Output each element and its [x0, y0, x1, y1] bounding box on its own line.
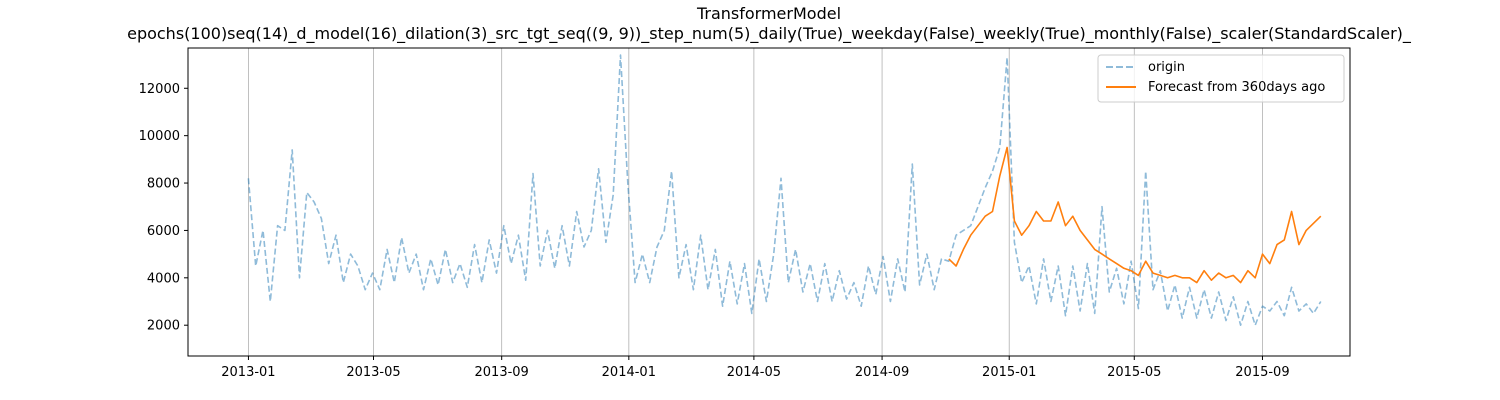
y-axis: 2000 4000 6000 8000 10000 12000: [139, 82, 188, 334]
x-tick-label: 2013-05: [346, 365, 400, 380]
y-tick-label: 8000: [147, 177, 180, 192]
legend-label-origin: origin: [1148, 60, 1185, 75]
x-tick-label: 2015-05: [1107, 365, 1161, 380]
y-tick-label: 12000: [139, 82, 180, 97]
y-tick-label: 4000: [147, 271, 180, 286]
x-tick-label: 2014-05: [727, 365, 781, 380]
legend-frame: [1097, 54, 1345, 103]
x-tick-label: 2013-01: [221, 365, 275, 380]
series-line-forecast: [948, 146, 1322, 284]
x-tick-label: 2013-09: [475, 365, 529, 380]
y-tick-label: 2000: [147, 319, 180, 334]
x-tick-label: 2015-09: [1235, 365, 1289, 380]
plot-area-frame: [187, 47, 1351, 357]
y-tick-label: 6000: [147, 224, 180, 239]
legend-label-forecast: Forecast from 360days ago: [1148, 80, 1325, 95]
x-tick-label: 2014-01: [602, 365, 656, 380]
series-lines: [247, 54, 1322, 327]
x-tick-label: 2014-09: [855, 365, 909, 380]
chart-title: TransformerModel: [696, 4, 841, 23]
legend: origin Forecast from 360days ago: [1097, 54, 1345, 103]
series-line-origin: [247, 54, 1322, 327]
x-tick-label: 2015-01: [982, 365, 1036, 380]
y-tick-label: 10000: [139, 129, 180, 144]
x-axis: 2013-01 2013-05 2013-09 2014-01 2014-05 2014-…: [221, 356, 1290, 380]
chart-subtitle: epochs(100)seq(14)_d_model(16)_dilation(…: [127, 24, 1412, 44]
